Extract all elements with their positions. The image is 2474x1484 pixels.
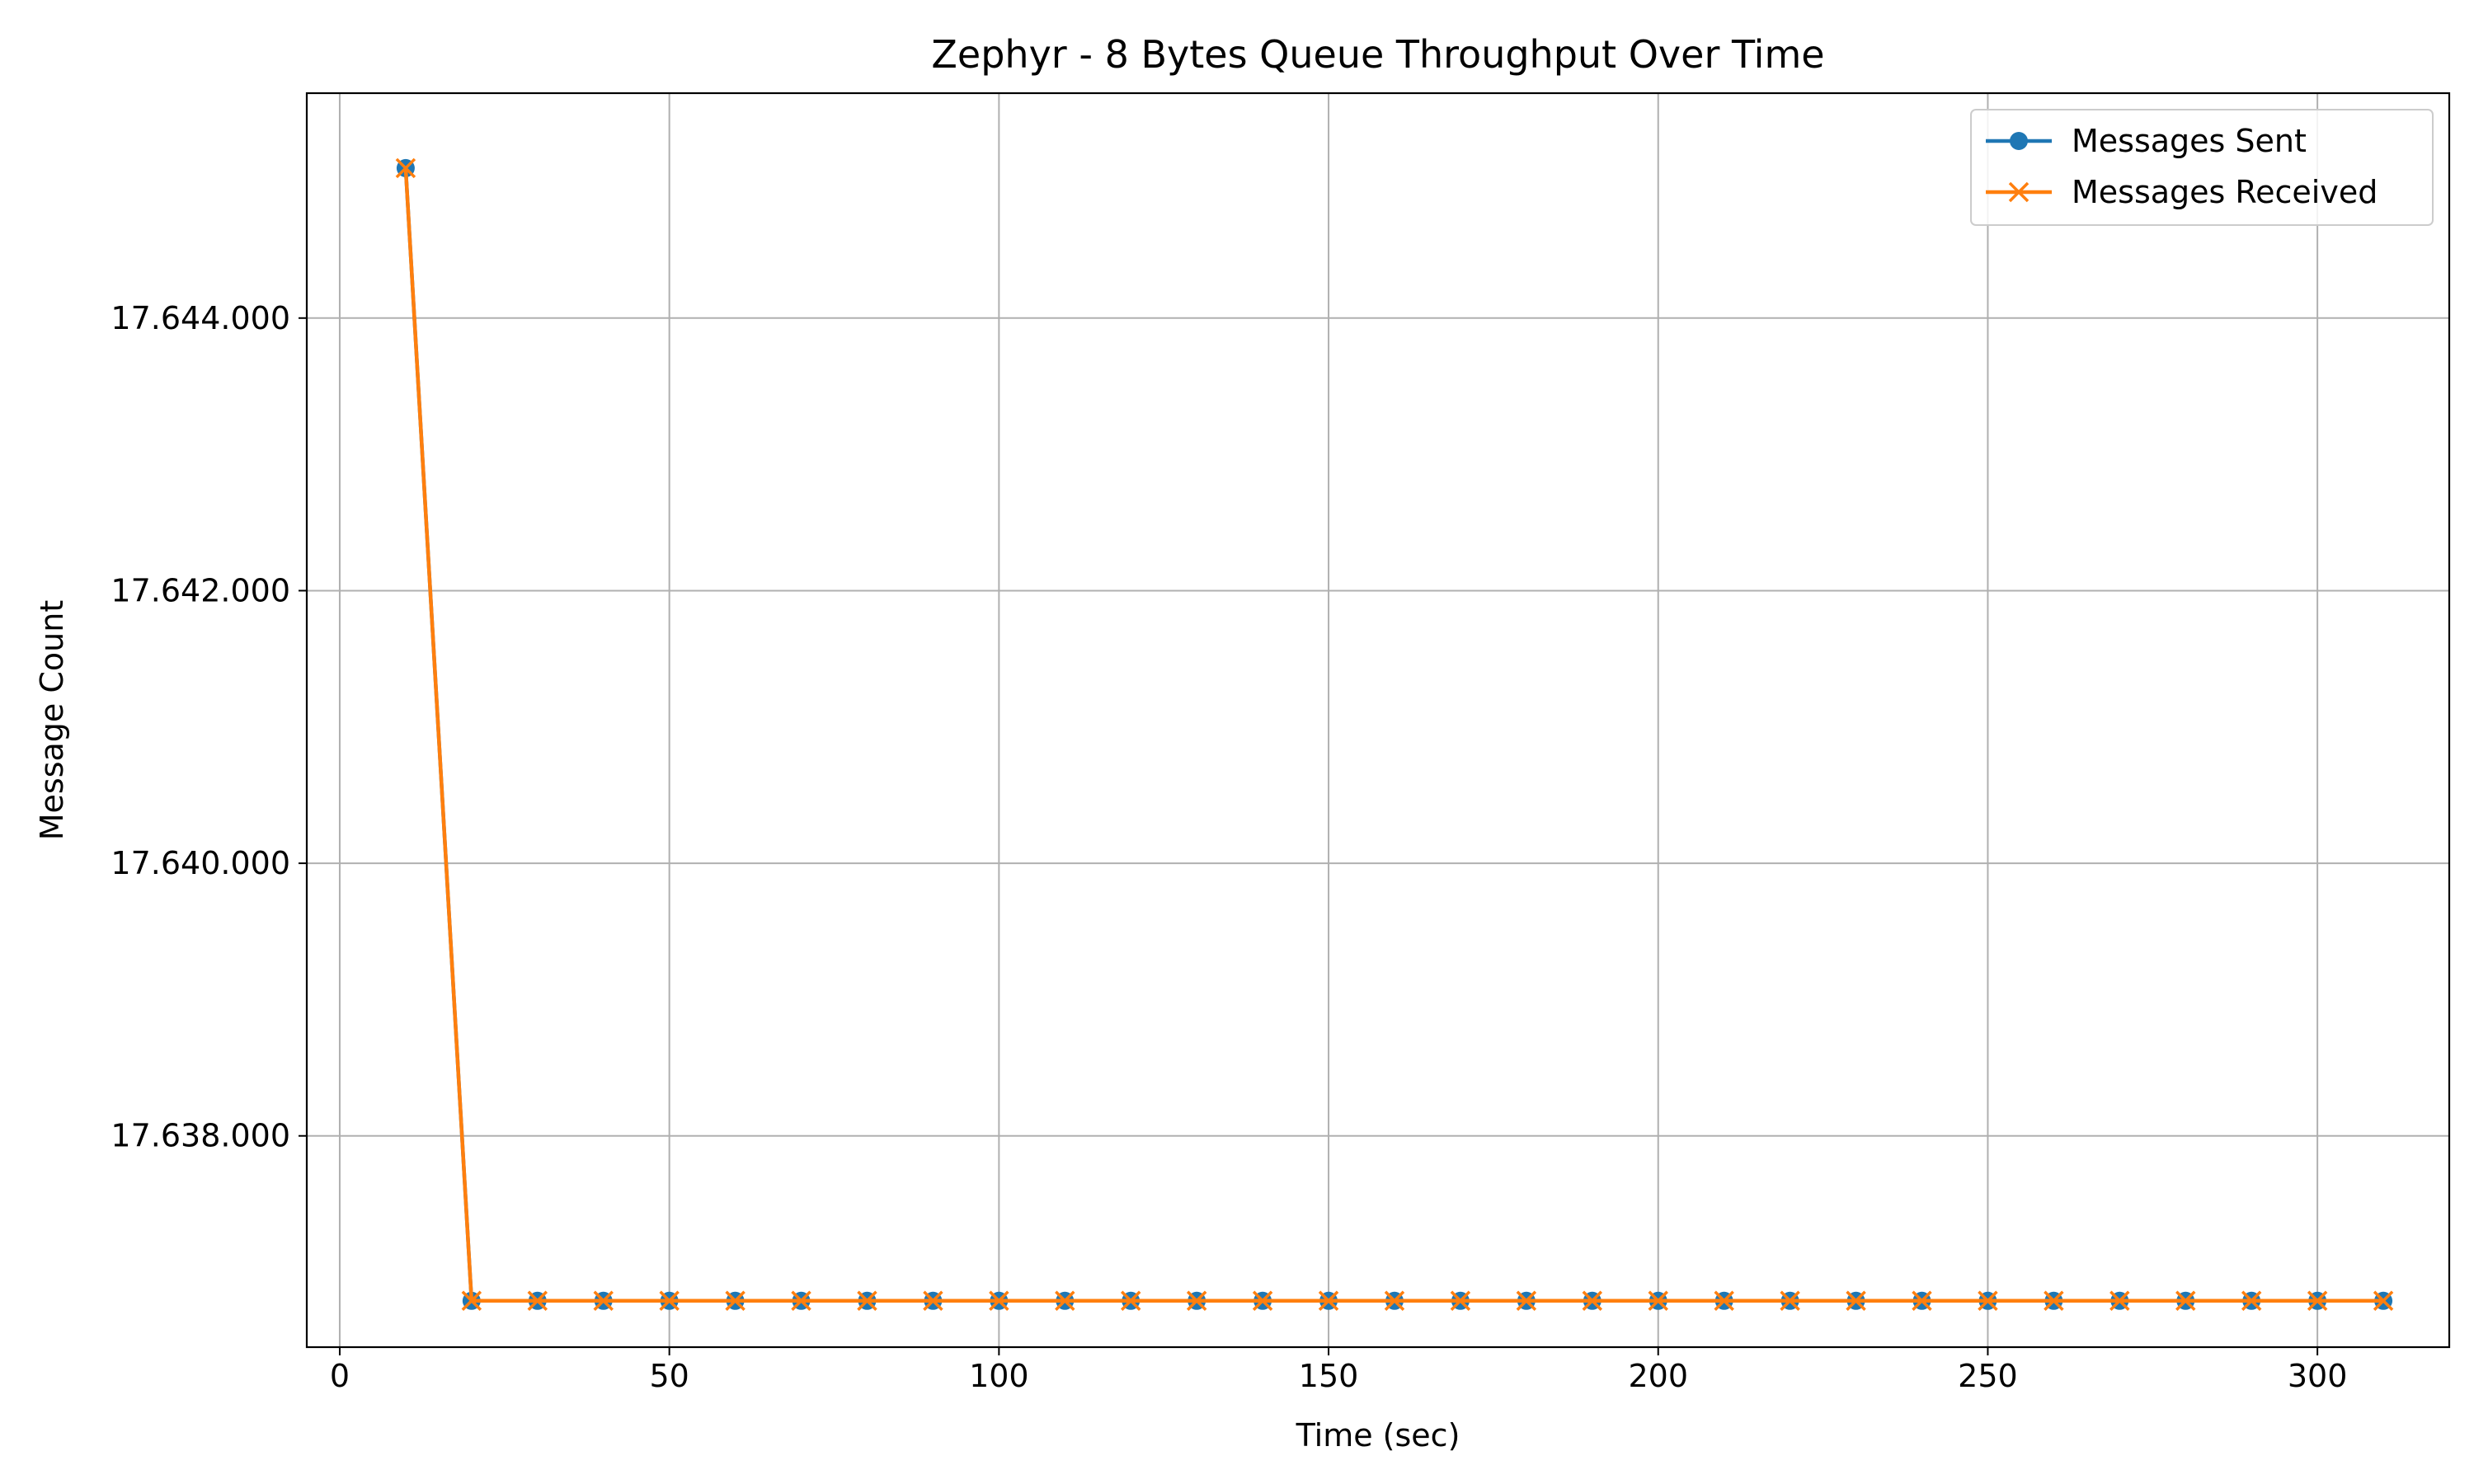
data-point (1450, 1290, 1471, 1312)
data-point (989, 1290, 1009, 1312)
data-point (2373, 1290, 2394, 1312)
data-point (2175, 1290, 2196, 1312)
data-point (2044, 1290, 2064, 1312)
data-point (659, 1290, 680, 1312)
series-layer (395, 157, 2394, 1312)
data-point (1186, 1290, 1207, 1312)
data-point (1120, 1290, 1141, 1312)
data-point (1648, 1290, 1668, 1312)
x-tick-label: 300 (2288, 1358, 2348, 1394)
data-point (2109, 1290, 2130, 1312)
x-tick-label: 100 (969, 1358, 1029, 1394)
x-tick-label: 150 (1299, 1358, 1359, 1394)
data-point (1780, 1290, 1800, 1312)
plot-frame (305, 92, 2451, 1349)
data-point (791, 1290, 811, 1312)
y-tick-label: 17.642.000 (111, 572, 290, 608)
legend-box (1970, 109, 2434, 226)
data-point (1384, 1290, 1405, 1312)
y-tick-label: 17.640.000 (111, 845, 290, 881)
x-tick-label: 200 (1628, 1358, 1688, 1394)
data-point (1714, 1290, 1734, 1312)
legend-swatch-marker (2010, 132, 2028, 150)
tick-layer: 0 50 100 150 200 250 300 17.638.000 17.640.000 17… (111, 300, 2347, 1394)
y-axis-label: Message Count (34, 600, 70, 840)
data-point (1978, 1290, 1998, 1312)
data-point (2307, 1290, 2328, 1312)
data-point (593, 1290, 614, 1312)
x-tick-label: 50 (649, 1358, 689, 1394)
y-tick-label: 17.644.000 (111, 300, 290, 336)
x-tick-label: 0 (330, 1358, 350, 1394)
data-point (461, 1290, 482, 1312)
y-tick-label: 17.638.000 (111, 1118, 290, 1154)
x-axis-label: Time (sec) (1296, 1417, 1460, 1453)
legend-label: Messages Received (2072, 174, 2378, 210)
data-point (923, 1290, 943, 1312)
data-point (395, 157, 416, 179)
x-tick-label: 250 (1958, 1358, 2018, 1394)
data-point (857, 1290, 877, 1312)
data-point (1055, 1290, 1075, 1312)
series-1 (395, 157, 2394, 1312)
data-point (527, 1290, 548, 1312)
data-point (1516, 1290, 1537, 1312)
data-point (1582, 1290, 1603, 1312)
legend-swatch-marker (2008, 181, 2030, 203)
data-point (1912, 1290, 1932, 1312)
data-point (1252, 1290, 1273, 1312)
legend: Messages Sent Messages Received (1970, 109, 2434, 226)
data-point (2241, 1290, 2262, 1312)
grid-layer (307, 93, 2449, 1347)
data-point (1846, 1290, 1866, 1312)
legend-label: Messages Sent (2072, 123, 2307, 159)
chart-title: Zephyr - 8 Bytes Queue Throughput Over T… (931, 32, 1824, 77)
data-point (725, 1290, 745, 1312)
data-point (1318, 1290, 1339, 1312)
